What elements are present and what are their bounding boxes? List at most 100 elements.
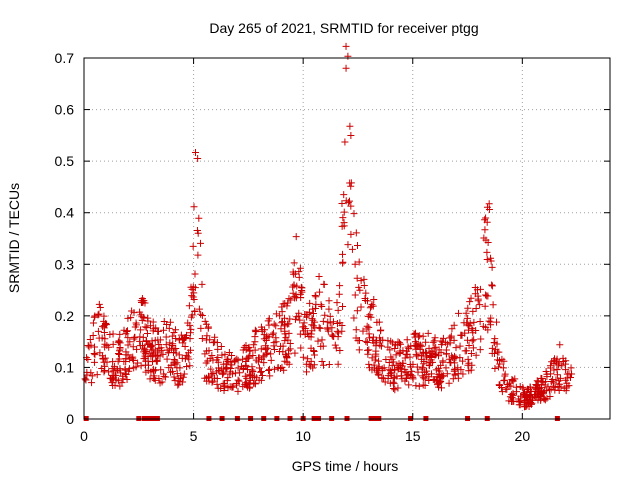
data-point <box>377 336 385 344</box>
data-point <box>462 347 470 355</box>
data-point <box>329 318 337 326</box>
data-point <box>509 397 517 405</box>
data-point <box>84 356 92 364</box>
data-point <box>410 330 418 338</box>
data-point <box>100 368 108 376</box>
data-point <box>195 214 203 222</box>
data-point <box>134 359 142 367</box>
data-point <box>213 339 221 347</box>
data-point <box>546 393 554 401</box>
data-point <box>409 360 417 368</box>
data-point <box>295 268 303 276</box>
data-point <box>144 340 152 348</box>
data-point <box>318 302 326 310</box>
data-point <box>223 356 231 364</box>
data-point <box>467 366 475 374</box>
data-point <box>297 344 305 352</box>
data-point <box>363 325 371 333</box>
data-point <box>296 316 304 324</box>
data-point <box>372 347 380 355</box>
data-point <box>324 327 332 335</box>
data-point <box>187 325 195 333</box>
data-point <box>165 324 173 332</box>
data-point <box>279 342 287 350</box>
data-point <box>155 374 163 382</box>
data-point <box>434 364 442 372</box>
x-tick-label: 20 <box>515 428 531 444</box>
data-point <box>131 333 139 341</box>
data-point <box>318 357 326 365</box>
data-point <box>365 364 373 372</box>
data-point <box>419 349 427 357</box>
data-point <box>233 381 241 389</box>
data-point <box>464 355 472 363</box>
data-point <box>175 336 183 344</box>
data-point <box>295 309 303 317</box>
data-point <box>287 296 295 304</box>
data-point <box>181 343 189 351</box>
data-point <box>543 394 551 402</box>
data-point <box>308 321 316 329</box>
data-point <box>218 351 226 359</box>
data-point <box>185 302 193 310</box>
data-point <box>219 370 227 378</box>
data-point <box>454 374 462 382</box>
data-point <box>124 314 132 322</box>
data-point <box>414 368 422 376</box>
data-point <box>438 341 446 349</box>
data-point <box>168 342 176 350</box>
data-point <box>297 293 305 301</box>
data-point <box>265 365 273 373</box>
data-point <box>454 364 462 372</box>
data-point <box>101 367 109 375</box>
data-point <box>542 368 550 376</box>
data-point <box>401 377 409 385</box>
data-point <box>558 362 566 370</box>
data-point <box>364 312 372 320</box>
data-point <box>293 282 301 290</box>
data-point <box>157 344 165 352</box>
data-point <box>487 314 495 322</box>
data-point <box>450 367 458 375</box>
data-point <box>373 366 381 374</box>
data-point <box>154 328 162 336</box>
data-point <box>342 42 350 50</box>
x-tick-label: 0 <box>80 428 88 444</box>
data-point <box>255 354 263 362</box>
data-point <box>476 301 484 309</box>
data-point <box>481 226 489 234</box>
data-point <box>121 370 129 378</box>
data-point <box>481 216 489 224</box>
data-point <box>311 324 319 332</box>
data-point <box>380 374 388 382</box>
data-point <box>401 354 409 362</box>
data-point <box>224 384 232 392</box>
data-point <box>213 356 221 364</box>
data-point <box>468 337 476 345</box>
data-point <box>112 371 120 379</box>
data-point <box>472 326 480 334</box>
data-point <box>507 382 515 390</box>
data-point <box>275 347 283 355</box>
data-point <box>533 382 541 390</box>
data-point <box>143 324 151 332</box>
data-point <box>351 291 359 299</box>
data-point <box>190 203 198 211</box>
data-point <box>493 356 501 364</box>
data-point <box>83 371 91 379</box>
data-point <box>339 214 347 222</box>
data-point <box>214 384 222 392</box>
data-point <box>285 320 293 328</box>
data-point <box>124 327 132 335</box>
data-point <box>250 341 258 349</box>
data-point <box>159 350 167 358</box>
data-point <box>403 347 411 355</box>
data-point <box>498 388 506 396</box>
data-point <box>567 364 575 372</box>
data-point <box>156 336 164 344</box>
data-point <box>304 355 312 363</box>
data-point <box>382 355 390 363</box>
data-point <box>390 373 398 381</box>
data-point <box>347 202 355 210</box>
data-point <box>144 366 152 374</box>
